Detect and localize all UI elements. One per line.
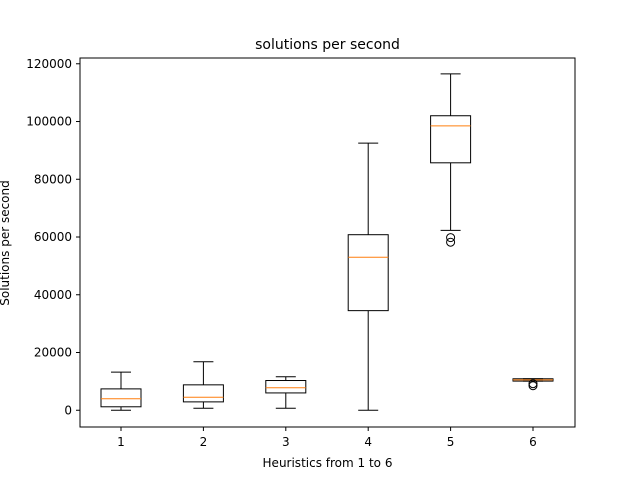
box-iqr (430, 115, 472, 164)
outlier-point (528, 379, 538, 389)
x-tick-label: 6 (529, 435, 537, 449)
outlier-point (446, 237, 456, 247)
x-tick-label: 1 (117, 435, 125, 449)
box-group-5 (430, 73, 472, 247)
chart-title: solutions per second (255, 37, 400, 53)
y-tick-label: 0 (64, 403, 72, 417)
box-group-4 (347, 142, 389, 411)
axis-ticks: 1 2 3 4 5 6 0 20000 40000 60000 80000 100000 120000 (26, 57, 537, 449)
box-group-6 (512, 378, 554, 391)
x-tick-label: 2 (200, 435, 208, 449)
y-tick-label: 100000 (26, 115, 72, 129)
y-tick-label: 20000 (34, 346, 72, 360)
y-axis-label: Solutions per second (0, 180, 12, 306)
y-tick-label: 40000 (34, 288, 72, 302)
outlier-point (528, 381, 538, 391)
x-tick-label: 3 (282, 435, 290, 449)
box-iqr (100, 388, 142, 408)
plot-frame (79, 57, 576, 428)
x-tick-label: 4 (364, 435, 372, 449)
y-tick-label: 120000 (26, 57, 72, 71)
y-tick-label: 80000 (34, 172, 72, 186)
box-iqr (347, 234, 389, 312)
box-group-1 (100, 371, 142, 411)
plot-content (100, 73, 554, 411)
box-iqr (182, 384, 224, 403)
x-axis-label: Heuristics from 1 to 6 (263, 456, 393, 470)
outlier-point (446, 233, 456, 243)
box-group-2 (182, 361, 224, 409)
box-iqr (265, 380, 307, 394)
x-tick-label: 5 (447, 435, 455, 449)
box-group-3 (265, 376, 307, 409)
y-tick-label: 60000 (34, 230, 72, 244)
